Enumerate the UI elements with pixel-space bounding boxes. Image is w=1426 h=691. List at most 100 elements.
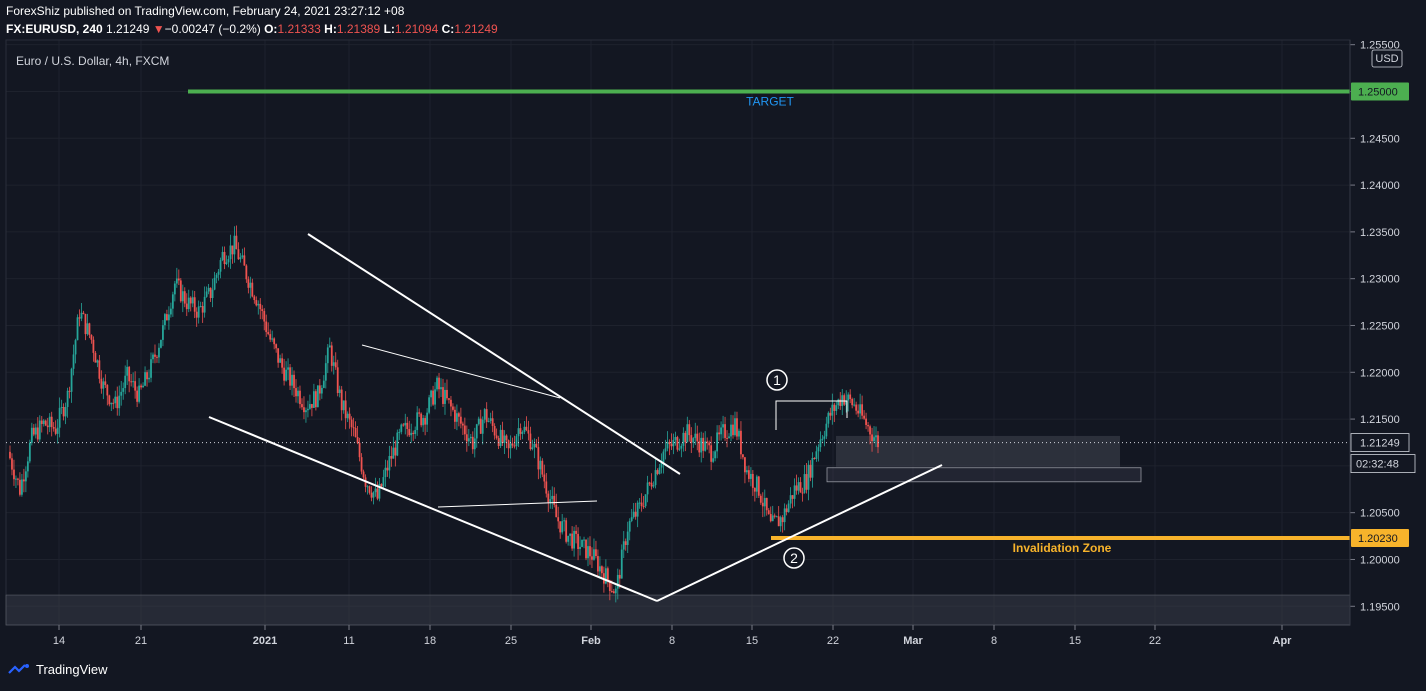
candle-body (448, 398, 450, 400)
candle-body (811, 457, 814, 478)
candle-body (342, 400, 345, 411)
candle-body (473, 438, 476, 450)
candle-body (440, 387, 442, 390)
candle-body (112, 402, 115, 404)
candle-body (736, 418, 738, 437)
candle-body (338, 389, 341, 394)
candle-body (646, 482, 649, 495)
footer[interactable]: TradingView (8, 662, 108, 677)
candle-body (857, 410, 860, 414)
candle-body (225, 262, 228, 265)
high-label: H: (324, 22, 337, 36)
candle-body (251, 282, 254, 297)
candle-body (223, 251, 226, 265)
candle-body (577, 533, 579, 549)
candle-body (346, 413, 349, 419)
candle-body (9, 451, 11, 459)
candle-body (773, 515, 776, 517)
candle-body (316, 385, 319, 408)
candle-body (289, 367, 291, 386)
candle-body (15, 478, 17, 480)
candle-body (682, 432, 685, 446)
x-tick-label: 15 (1069, 635, 1081, 647)
candle-body (384, 467, 387, 478)
x-tick-label: 18 (424, 635, 436, 647)
candle-body (803, 474, 806, 493)
candle-body (94, 352, 97, 363)
candle-body (779, 517, 782, 527)
candle-body (314, 391, 317, 408)
support-zone (826, 467, 1142, 483)
candle-body (42, 420, 45, 424)
candle-body (171, 294, 174, 309)
candle-body (160, 339, 162, 348)
candle-body (851, 398, 854, 406)
candle-body (68, 390, 71, 392)
candle-body (686, 424, 689, 443)
candle-body (698, 441, 701, 453)
candle-body (622, 541, 625, 550)
x-tick-label: 14 (53, 635, 65, 647)
candle-body (56, 427, 59, 434)
candle-body (154, 354, 156, 357)
candle-body (795, 485, 798, 491)
time-axis[interactable]: 14 21 2021 11 18 25 Feb 8 15 22 Mar 8 15 22 Apr (53, 625, 1292, 647)
candle-body (398, 431, 401, 433)
candle-body (565, 520, 568, 542)
candle-body (432, 390, 434, 405)
candle-body (767, 510, 770, 514)
candle-body (624, 541, 627, 545)
candle-body (648, 482, 651, 484)
currency-button[interactable]: USD (1371, 49, 1403, 68)
candle-body (656, 470, 659, 474)
candle-body (781, 517, 784, 523)
candle-body (366, 486, 369, 488)
candle-body (628, 520, 631, 532)
x-tick-label: Mar (903, 635, 923, 647)
candle-body (513, 445, 516, 447)
candle-body (211, 289, 214, 298)
target-text: TARGET (746, 94, 794, 108)
current-price-text: 1.21249 (1360, 438, 1400, 450)
change-value: −0.00247 (−0.2%) (164, 22, 261, 36)
candle-body (551, 495, 554, 500)
candle-body (348, 413, 351, 420)
candle-body (581, 539, 583, 547)
candle-body (485, 409, 488, 422)
candle-body (489, 418, 492, 421)
candle-body (579, 546, 581, 549)
candle-body (169, 308, 172, 315)
candle-body (386, 467, 389, 471)
candle-body (751, 473, 754, 488)
candle-body (152, 354, 154, 360)
y-tick-label: 1.21500 (1360, 414, 1400, 426)
candle-body (330, 345, 333, 366)
candle-body (487, 420, 490, 422)
candle-body (434, 389, 436, 405)
candle-body (652, 485, 655, 487)
candle-body (616, 574, 619, 589)
candle-body (676, 437, 679, 450)
candle-body (869, 426, 871, 435)
candle-body (575, 530, 577, 534)
candle-body (293, 374, 295, 389)
candle-body (86, 323, 89, 335)
ohlc-bar: FX:EURUSD, 240 1.21249 ▼−0.00247 (−0.2%)… (6, 22, 498, 36)
price-axis[interactable]: 1.25500 1.25000 1.24500 1.24000 1.23500 1.230… (1349, 40, 1416, 625)
candle-body (167, 314, 170, 321)
candle-body (436, 377, 438, 390)
candle-body (618, 574, 621, 579)
candle-body (106, 384, 109, 396)
candle-body (759, 495, 762, 503)
symbol-label[interactable]: FX:EURUSD, 240 (6, 22, 103, 36)
tradingview-logo-icon (8, 663, 29, 674)
candle-body (370, 492, 373, 498)
candle-body (873, 437, 875, 441)
candle-body (688, 424, 691, 436)
candle-body (376, 488, 379, 499)
candle-body (90, 334, 93, 340)
candle-body (185, 303, 188, 310)
x-tick-label: Feb (581, 635, 601, 647)
candle-body (241, 255, 244, 258)
